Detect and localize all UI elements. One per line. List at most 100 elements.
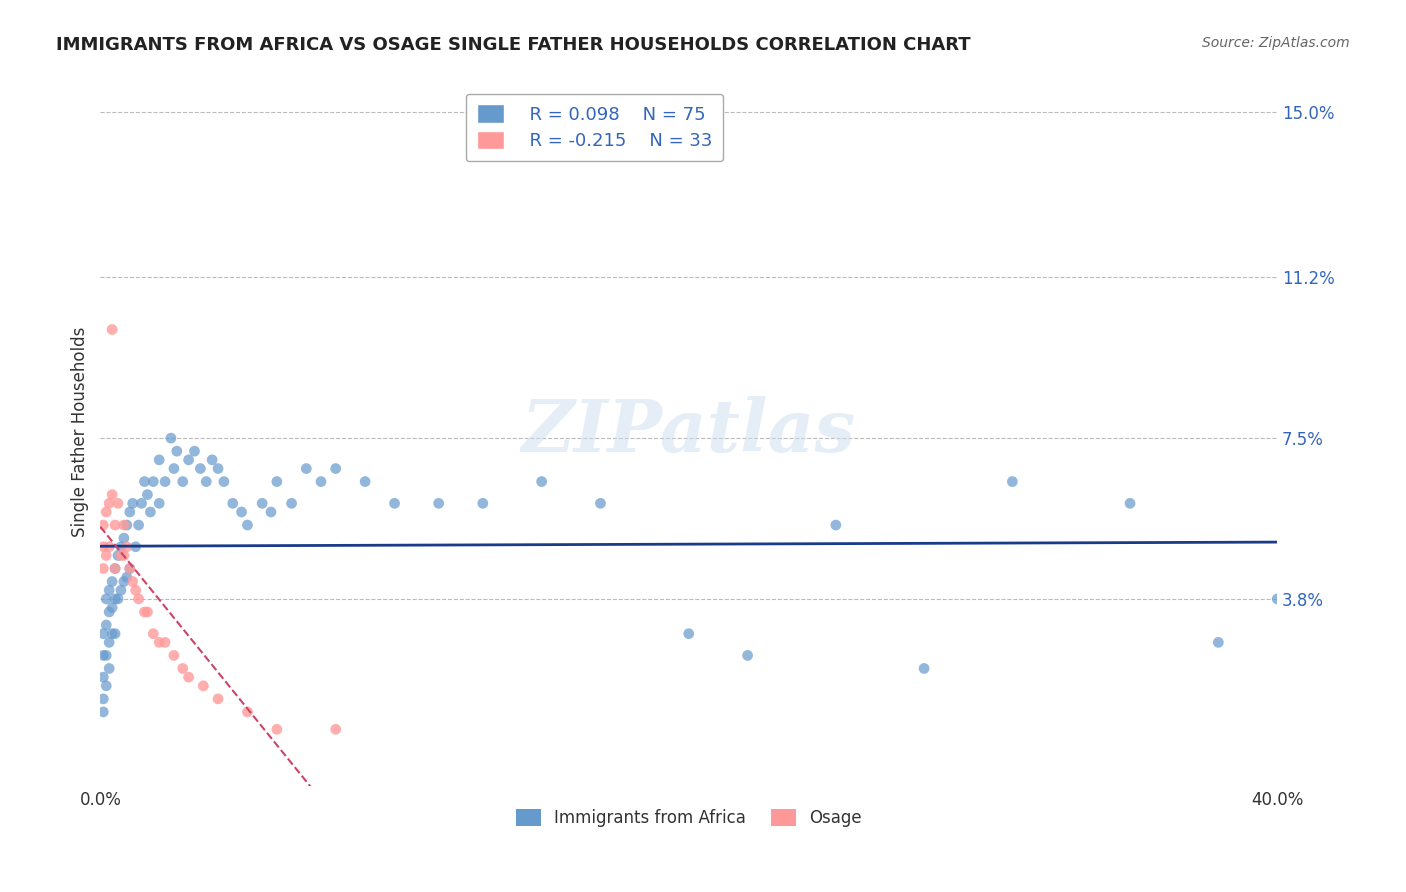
Text: IMMIGRANTS FROM AFRICA VS OSAGE SINGLE FATHER HOUSEHOLDS CORRELATION CHART: IMMIGRANTS FROM AFRICA VS OSAGE SINGLE F…	[56, 36, 972, 54]
Point	[207, 691, 229, 706]
Point	[107, 549, 129, 563]
Point	[139, 505, 162, 519]
Point	[107, 591, 129, 606]
Point	[124, 540, 146, 554]
Point	[104, 626, 127, 640]
Point	[98, 583, 121, 598]
Point	[1208, 635, 1230, 649]
Point	[101, 574, 124, 589]
Point	[163, 648, 186, 663]
Point	[134, 475, 156, 489]
Point	[96, 505, 118, 519]
Point	[98, 661, 121, 675]
Point	[115, 518, 138, 533]
Text: ZIPatlas: ZIPatlas	[522, 396, 856, 467]
Point	[91, 561, 114, 575]
Point	[207, 461, 229, 475]
Point	[91, 518, 114, 533]
Point	[91, 626, 114, 640]
Point	[110, 540, 132, 554]
Point	[121, 496, 143, 510]
Point	[280, 496, 302, 510]
Point	[104, 561, 127, 575]
Point	[104, 561, 127, 575]
Point	[195, 475, 218, 489]
Point	[354, 475, 377, 489]
Point	[222, 496, 245, 510]
Point	[98, 496, 121, 510]
Point	[115, 540, 138, 554]
Point	[177, 453, 200, 467]
Point	[266, 723, 288, 737]
Point	[142, 475, 165, 489]
Point	[824, 518, 846, 533]
Point	[153, 475, 176, 489]
Point	[737, 648, 759, 663]
Point	[131, 496, 153, 510]
Point	[134, 605, 156, 619]
Point	[112, 574, 135, 589]
Point	[212, 475, 235, 489]
Point	[1119, 496, 1142, 510]
Point	[530, 475, 553, 489]
Point	[231, 505, 253, 519]
Point	[91, 670, 114, 684]
Point	[112, 531, 135, 545]
Point	[183, 444, 205, 458]
Point	[266, 475, 288, 489]
Point	[160, 431, 183, 445]
Y-axis label: Single Father Households: Single Father Households	[72, 326, 89, 537]
Point	[124, 583, 146, 598]
Point	[110, 583, 132, 598]
Point	[190, 461, 212, 475]
Point	[96, 591, 118, 606]
Point	[110, 549, 132, 563]
Point	[148, 496, 170, 510]
Point	[912, 661, 935, 675]
Point	[96, 679, 118, 693]
Point	[101, 600, 124, 615]
Point	[163, 461, 186, 475]
Point	[121, 574, 143, 589]
Point	[96, 618, 118, 632]
Point	[295, 461, 318, 475]
Point	[142, 626, 165, 640]
Point	[148, 635, 170, 649]
Point	[589, 496, 612, 510]
Point	[98, 605, 121, 619]
Point	[678, 626, 700, 640]
Point	[104, 518, 127, 533]
Point	[384, 496, 406, 510]
Point	[91, 648, 114, 663]
Point	[118, 561, 141, 575]
Point	[91, 705, 114, 719]
Point	[325, 461, 347, 475]
Point	[118, 561, 141, 575]
Point	[236, 705, 259, 719]
Text: Source: ZipAtlas.com: Source: ZipAtlas.com	[1202, 36, 1350, 50]
Point	[166, 444, 188, 458]
Point	[325, 723, 347, 737]
Point	[128, 518, 150, 533]
Point	[236, 518, 259, 533]
Point	[201, 453, 224, 467]
Point	[128, 591, 150, 606]
Point	[91, 691, 114, 706]
Point	[136, 605, 159, 619]
Point	[115, 570, 138, 584]
Point	[96, 648, 118, 663]
Point	[98, 635, 121, 649]
Point	[427, 496, 450, 510]
Point	[107, 496, 129, 510]
Point	[118, 505, 141, 519]
Point	[1001, 475, 1024, 489]
Point	[471, 496, 494, 510]
Point	[309, 475, 332, 489]
Point	[260, 505, 283, 519]
Point	[177, 670, 200, 684]
Point	[91, 540, 114, 554]
Point	[153, 635, 176, 649]
Point	[193, 679, 215, 693]
Legend: Immigrants from Africa, Osage: Immigrants from Africa, Osage	[509, 803, 869, 834]
Point	[101, 488, 124, 502]
